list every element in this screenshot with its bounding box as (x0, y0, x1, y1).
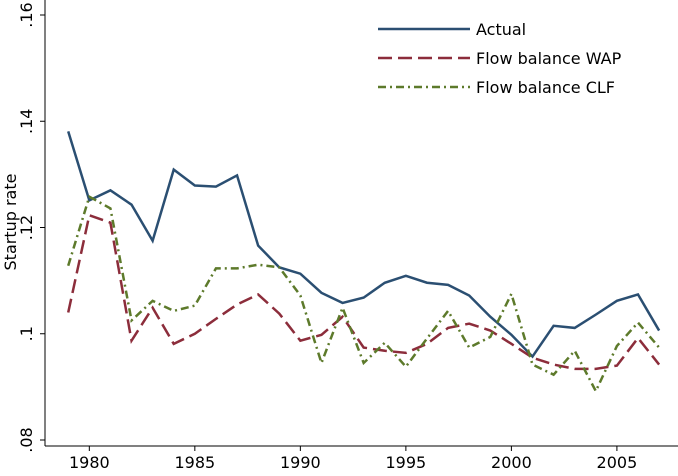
legend-label: Flow balance CLF (476, 78, 615, 97)
x-tick-label: 1995 (386, 453, 427, 472)
x-tick-label: 1985 (174, 453, 215, 472)
series-line (66, 213, 661, 371)
legend-label: Flow balance WAP (476, 49, 622, 68)
x-tick-label: 1980 (69, 453, 110, 472)
legend-label: Actual (476, 20, 526, 39)
y-tick-label: .12 (17, 215, 36, 240)
series-line (67, 194, 661, 394)
y-tick-label: .08 (17, 427, 36, 452)
series-line (67, 130, 661, 359)
y-tick-label: .1 (17, 326, 36, 341)
x-tick-label: 1990 (280, 453, 321, 472)
y-axis-label: Startup rate (1, 174, 20, 271)
y-tick-label: .14 (17, 109, 36, 134)
x-tick-label: 2000 (491, 453, 532, 472)
x-tick-label: 2005 (597, 453, 638, 472)
y-tick-label: .16 (17, 2, 36, 27)
